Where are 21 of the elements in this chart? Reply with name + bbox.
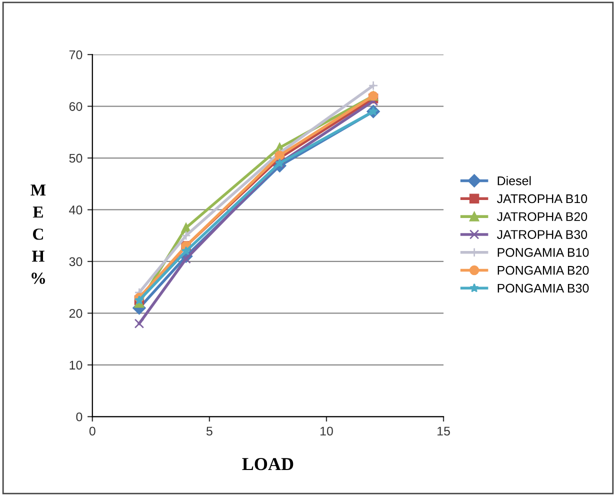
y-tick-label: 50 xyxy=(69,154,82,163)
x-tick-label: 10 xyxy=(320,426,333,436)
y-tick-label: 10 xyxy=(70,360,82,370)
x-tick-label: 5 xyxy=(206,426,212,436)
legend-label: Diesel xyxy=(498,176,531,186)
x-axis-title: LOAD xyxy=(242,458,294,470)
legend-label: PONGAMIA B20 xyxy=(498,266,589,275)
x-tick-label: 15 xyxy=(438,426,450,436)
y-tick-label: 0 xyxy=(76,412,82,422)
legend-label: JATROPHA B20 xyxy=(496,212,588,222)
x-tick-label: 0 xyxy=(89,426,96,436)
legend-label: JATROPHA B30 xyxy=(496,230,588,239)
legend-label: PONGAMIA B10 xyxy=(498,248,589,257)
y-tick-label: 70 xyxy=(69,50,82,60)
y-tick-label: 30 xyxy=(69,257,82,266)
y-tick-label: 20 xyxy=(69,308,82,318)
y-axis-title: M E C H % xyxy=(30,184,46,284)
legend-label: JATROPHA B10 xyxy=(496,194,588,204)
legend-label: PONGAMIA B30 xyxy=(498,284,589,293)
y-tick-label: 40 xyxy=(69,206,82,214)
y-tick-label: 60 xyxy=(69,102,82,111)
